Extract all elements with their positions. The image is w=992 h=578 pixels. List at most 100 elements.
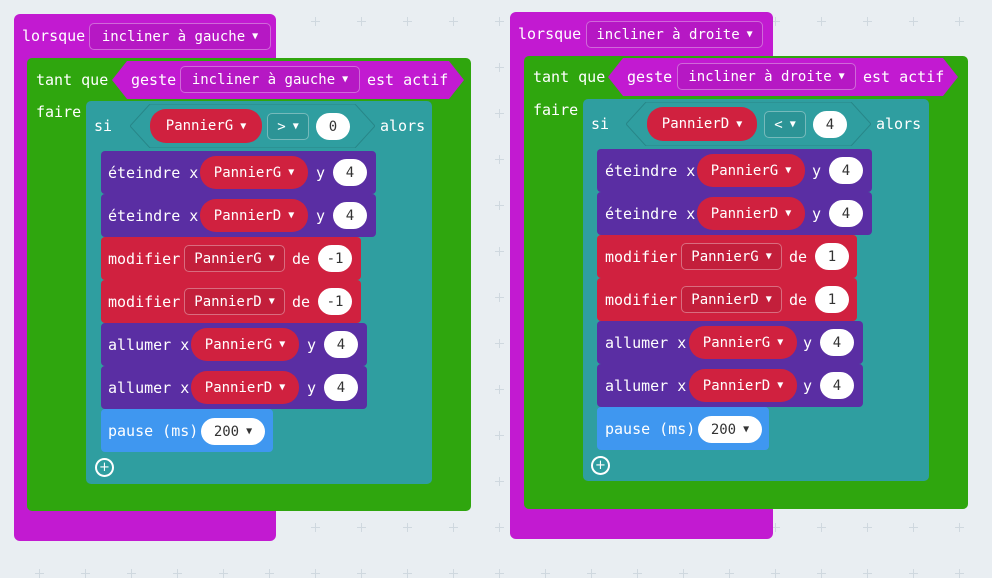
- grid-plus-mark: [863, 523, 872, 532]
- by-label: de: [789, 291, 808, 309]
- operator-dropdown[interactable]: < ▼: [764, 111, 806, 138]
- gesture-label: geste: [131, 71, 177, 89]
- plus-circle-icon[interactable]: +: [591, 456, 610, 475]
- plot-x-variable-label: PannierD: [204, 379, 273, 396]
- event-gesture-value: incliner à gauche: [101, 28, 246, 45]
- change-variable-dropdown[interactable]: PannierD ▼: [184, 288, 285, 315]
- unplot-y-label: y: [316, 164, 326, 182]
- event-gesture-dropdown[interactable]: incliner à gauche ▼: [89, 23, 271, 50]
- gesture-active-block[interactable]: [112, 61, 464, 99]
- plot-x-variable[interactable]: PannierD ▼: [191, 371, 299, 404]
- plot-label: allumer x: [605, 334, 687, 352]
- event-gesture-dropdown[interactable]: incliner à droite ▼: [586, 21, 763, 48]
- condition-variable-label: PannierD: [661, 116, 730, 132]
- unplot-y-input[interactable]: 4: [333, 159, 367, 186]
- plot-y-input[interactable]: 4: [820, 372, 854, 399]
- on-gesture-label: lorsque: [518, 25, 582, 43]
- grid-plus-mark: [449, 523, 458, 532]
- caret-down-icon: ▼: [736, 118, 743, 130]
- unplot-x-variable-label: PannierG: [213, 164, 282, 181]
- grid-plus-mark: [495, 385, 504, 394]
- plot-label: allumer x: [108, 379, 190, 397]
- unplot-x-variable-label: PannierG: [710, 162, 779, 179]
- grid-plus-mark: [357, 17, 366, 26]
- is-active-label: est actif: [863, 68, 945, 86]
- grid-plus-mark: [817, 523, 826, 532]
- gesture-value: incliner à gauche: [191, 71, 336, 88]
- gesture-value: incliner à droite: [688, 68, 832, 85]
- grid-plus-mark: [449, 17, 458, 26]
- condition-variable[interactable]: PannierD ▼: [647, 107, 757, 141]
- unplot-x-variable[interactable]: PannierD ▼: [697, 197, 805, 230]
- pause-duration-value: 200: [710, 421, 737, 438]
- grid-plus-mark: [817, 17, 826, 26]
- plus-circle-icon[interactable]: +: [95, 458, 114, 477]
- unplot-x-variable[interactable]: PannierD ▼: [200, 199, 308, 232]
- caret-down-icon: ▼: [777, 380, 784, 391]
- gesture-dropdown[interactable]: incliner à gauche ▼: [180, 66, 360, 93]
- caret-down-icon: ▼: [288, 167, 295, 178]
- unplot-y-input[interactable]: 4: [829, 200, 863, 227]
- unplot-y-input[interactable]: 4: [333, 202, 367, 229]
- change-variable-block[interactable]: [101, 237, 361, 280]
- change-amount-input[interactable]: 1: [815, 243, 849, 270]
- change-variable-dropdown[interactable]: PannierD ▼: [681, 286, 782, 313]
- grid-plus-mark: [495, 523, 504, 532]
- condition-value-input[interactable]: 0: [316, 113, 350, 140]
- condition-variable[interactable]: PannierG ▼: [150, 109, 262, 143]
- grid-plus-mark: [495, 63, 504, 72]
- change-label: modifier: [108, 293, 181, 311]
- unplot-y-label: y: [316, 207, 326, 225]
- change-variable-block[interactable]: [597, 235, 857, 278]
- plot-y-input[interactable]: 4: [820, 329, 854, 356]
- change-variable-value: PannierD: [194, 293, 262, 310]
- grid-plus-mark: [495, 17, 504, 26]
- grid-plus-mark: [863, 17, 872, 26]
- change-variable-dropdown[interactable]: PannierG ▼: [184, 245, 285, 272]
- caret-down-icon: ▼: [252, 31, 259, 42]
- plot-y-input[interactable]: 4: [324, 374, 358, 401]
- change-amount-input[interactable]: 1: [815, 286, 849, 313]
- unplot-label: éteindre x: [605, 162, 696, 180]
- plot-x-variable[interactable]: PannierD ▼: [689, 369, 797, 402]
- operator-value: <: [774, 116, 783, 133]
- pause-duration-input[interactable]: 200 ▼: [201, 418, 265, 445]
- unplot-x-variable[interactable]: PannierG ▼: [200, 156, 308, 189]
- unplot-x-variable[interactable]: PannierG ▼: [697, 154, 805, 187]
- grid-plus-mark: [495, 201, 504, 210]
- plot-label: allumer x: [108, 336, 190, 354]
- caret-down-icon: ▼: [765, 294, 772, 305]
- condition-value-input[interactable]: 4: [813, 111, 847, 138]
- plot-x-variable[interactable]: PannierG ▼: [689, 326, 797, 359]
- operator-value: >: [277, 118, 286, 135]
- change-variable-block[interactable]: [597, 278, 857, 321]
- unplot-x-variable-label: PannierD: [213, 207, 282, 224]
- then-label: alors: [876, 115, 922, 133]
- change-variable-value: PannierD: [691, 291, 759, 308]
- pause-duration-input[interactable]: 200 ▼: [698, 416, 762, 443]
- plot-y-input[interactable]: 4: [324, 331, 358, 358]
- unplot-y-input[interactable]: 4: [829, 157, 863, 184]
- plot-x-variable[interactable]: PannierG ▼: [191, 328, 299, 361]
- change-variable-block[interactable]: [101, 280, 361, 323]
- change-variable-dropdown[interactable]: PannierG ▼: [681, 243, 782, 270]
- grid-plus-mark: [495, 431, 504, 440]
- caret-down-icon: ▼: [838, 71, 845, 82]
- caret-down-icon: ▼: [279, 382, 286, 393]
- change-amount-input[interactable]: -1: [318, 245, 352, 272]
- caret-down-icon: ▼: [785, 208, 792, 219]
- event-gesture-value: incliner à droite: [596, 26, 740, 43]
- is-active-label: est actif: [367, 71, 449, 89]
- grid-plus-mark: [955, 523, 964, 532]
- unplot-label: éteindre x: [108, 207, 199, 225]
- plot-y-label: y: [803, 334, 813, 352]
- do-label: faire: [533, 101, 579, 119]
- change-variable-value: PannierG: [691, 248, 759, 265]
- grid-plus-mark: [495, 109, 504, 118]
- gesture-active-block[interactable]: [608, 58, 958, 96]
- gesture-dropdown[interactable]: incliner à droite ▼: [677, 63, 856, 90]
- operator-dropdown[interactable]: > ▼: [267, 113, 309, 140]
- change-amount-input[interactable]: -1: [318, 288, 352, 315]
- grid-plus-mark: [495, 155, 504, 164]
- condition-variable-label: PannierG: [165, 118, 234, 134]
